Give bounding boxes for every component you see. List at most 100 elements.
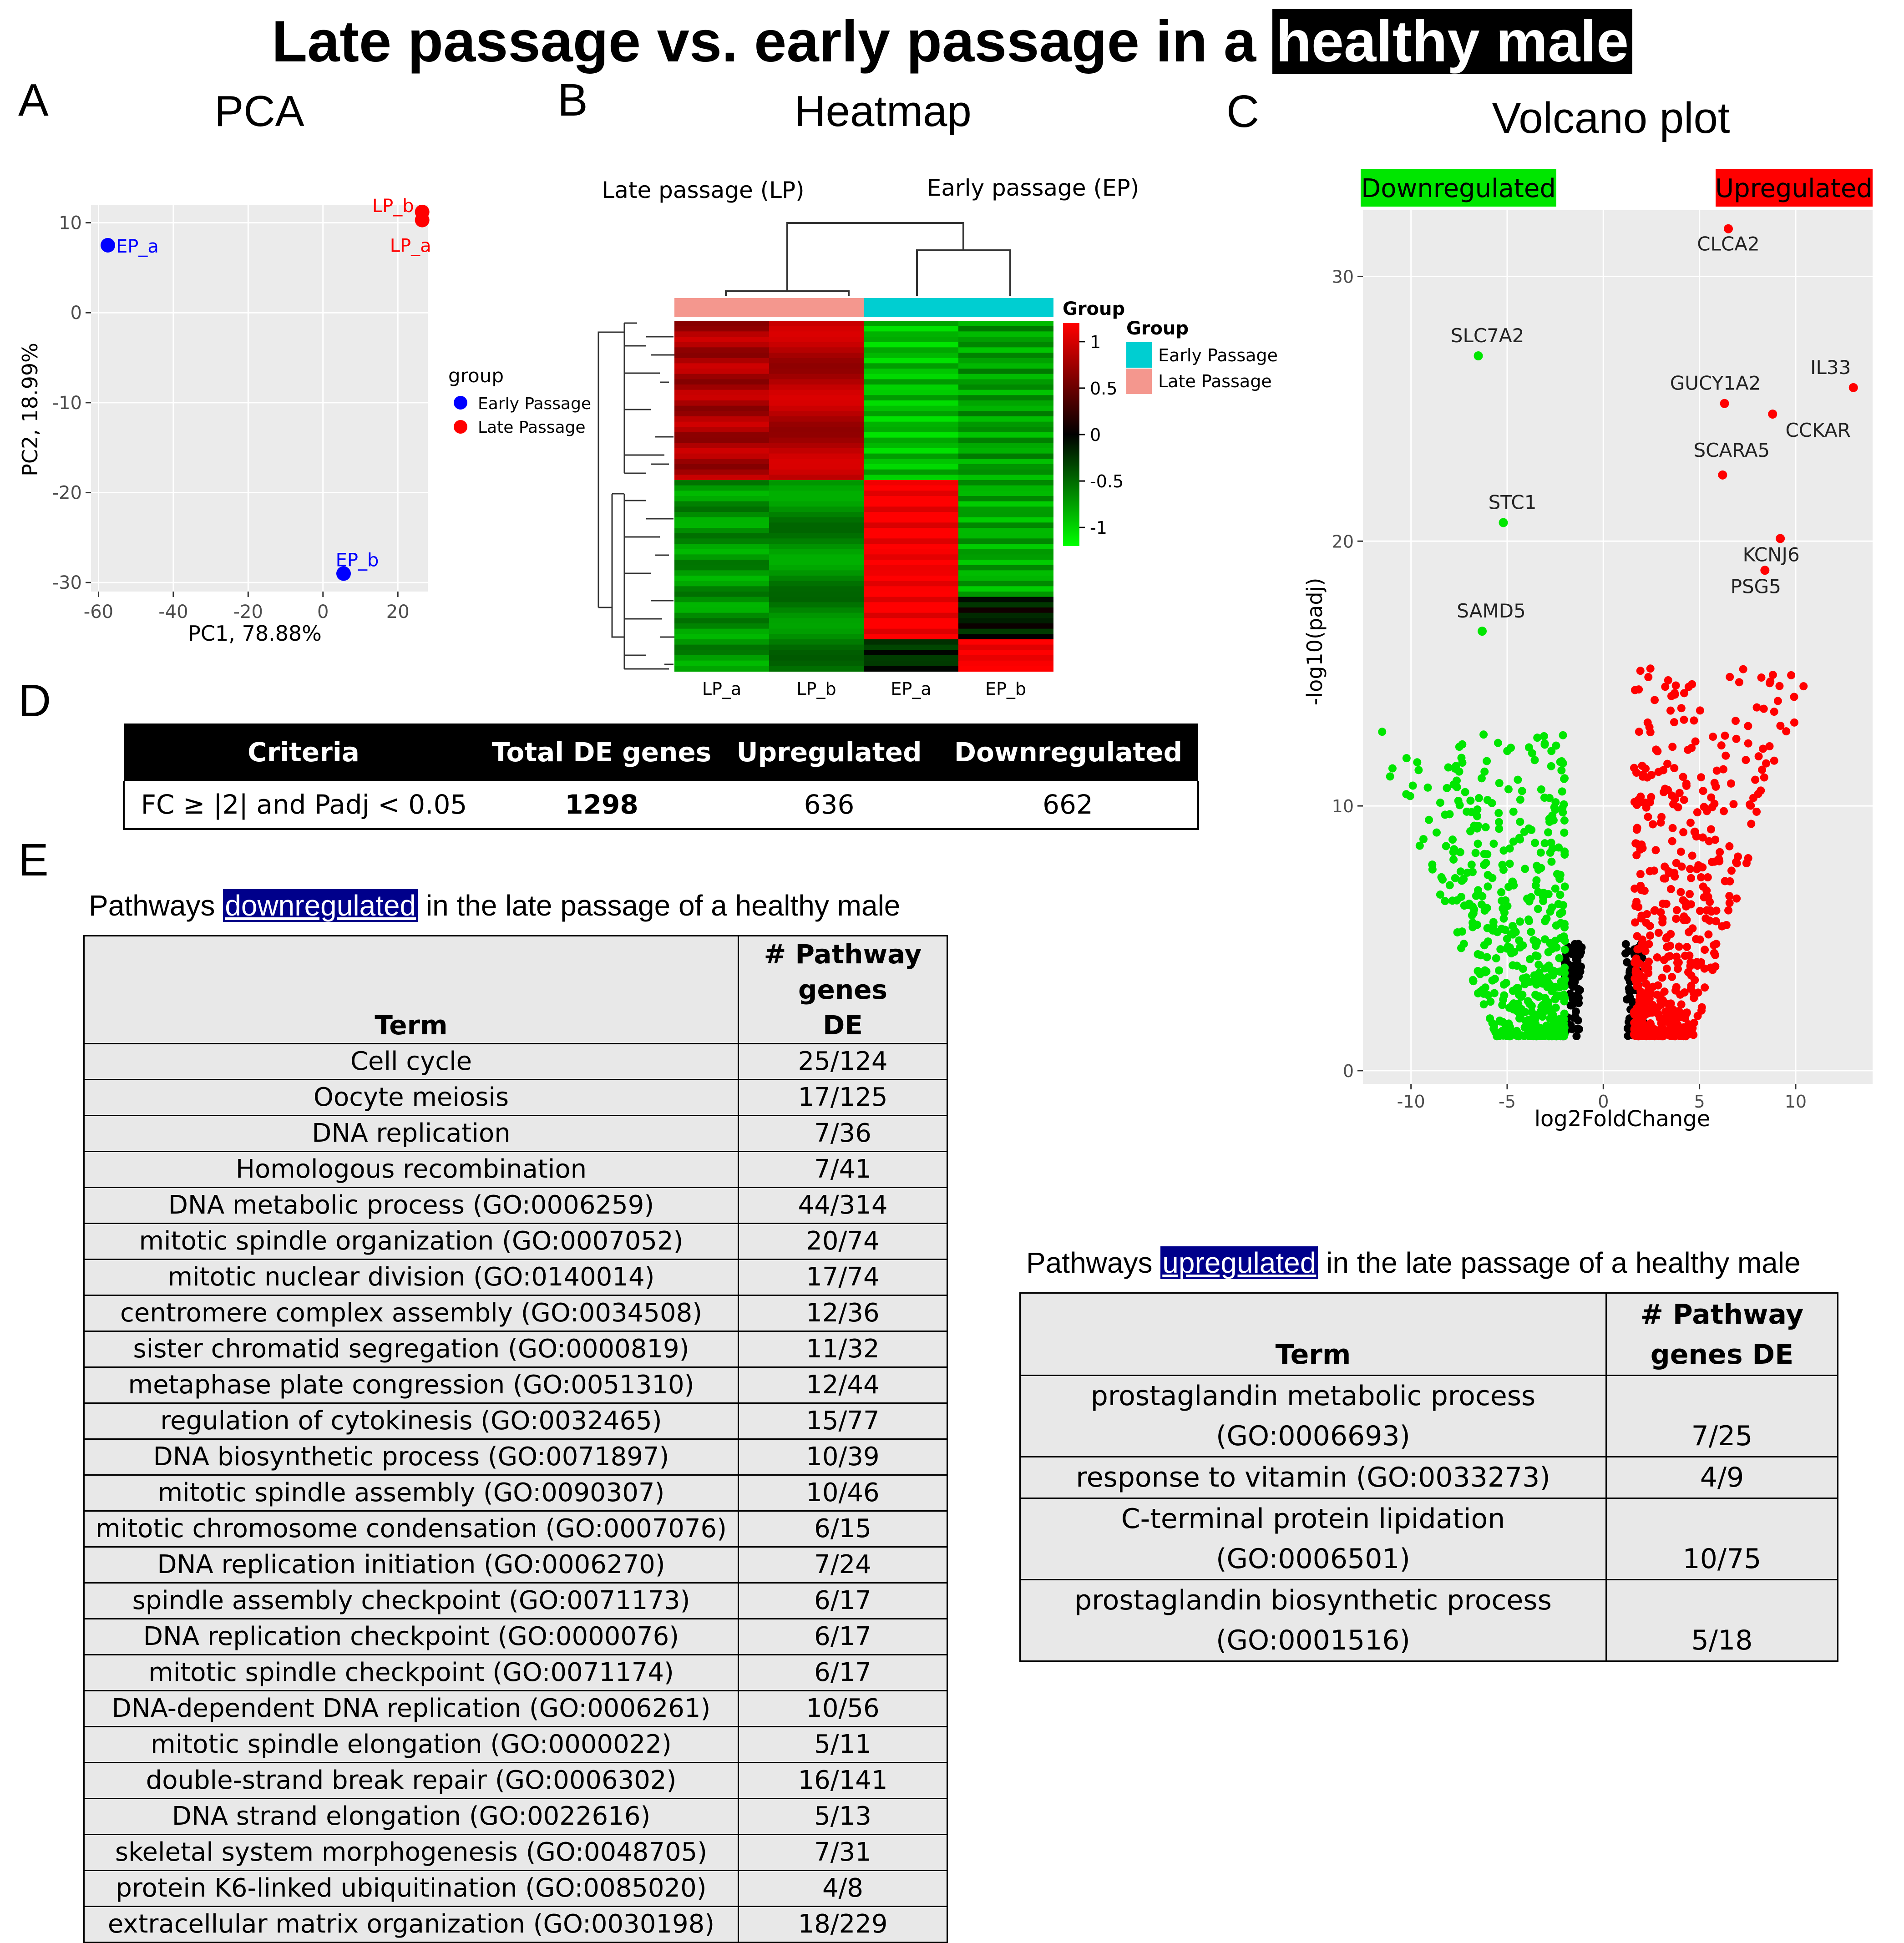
volcano-x-tick-label: -5 xyxy=(1499,1092,1516,1112)
heatmap-cell xyxy=(864,416,959,422)
volcano-point-up xyxy=(1685,951,1694,960)
down-pathway-row: DNA strand elongation (GO:0022616) 5/13 xyxy=(83,1798,948,1835)
volcano-point-down xyxy=(1524,997,1532,1006)
volcano-point-up xyxy=(1708,966,1717,974)
down-pathway-count: 4/8 xyxy=(738,1870,948,1907)
heatmap-cell xyxy=(958,326,1053,332)
volcano-point-up xyxy=(1773,697,1782,705)
volcano-point-down xyxy=(1540,935,1549,944)
volcano-gene-label: CCKAR xyxy=(1786,419,1851,441)
heatmap-cell xyxy=(958,400,1053,406)
heatmap-cell xyxy=(674,602,770,608)
heatmap-cell xyxy=(769,650,864,656)
heatmap-cell xyxy=(674,326,770,332)
heatmap-cell xyxy=(864,342,959,348)
heatmap-cell xyxy=(769,644,864,651)
pca-point-label: LP_b xyxy=(372,196,414,217)
volcano-point-down xyxy=(1498,1001,1507,1009)
volcano-gene-point-slc7a2 xyxy=(1474,351,1483,360)
volcano-point-up xyxy=(1632,825,1641,834)
heatmap-cell xyxy=(769,385,864,390)
volcano-point-down xyxy=(1544,828,1553,837)
pca-legend-early-marker xyxy=(454,396,467,410)
volcano-point-up xyxy=(1672,915,1681,923)
down-pathway-term: mitotic spindle assembly (GO:0090307) xyxy=(83,1474,739,1512)
volcano-gene-point-psg5 xyxy=(1760,566,1770,575)
volcano-point-up xyxy=(1699,882,1707,891)
volcano-point-up xyxy=(1661,683,1670,691)
heatmap-cell xyxy=(769,416,864,422)
heatmap-cell xyxy=(958,533,1053,539)
panel-letter-d: D xyxy=(18,675,51,726)
volcano-point-down xyxy=(1480,906,1489,915)
volcano-point-up xyxy=(1650,906,1659,915)
heatmap-cell xyxy=(769,469,864,476)
heatmap-cell xyxy=(674,639,770,645)
volcano-gene-point-gucy1a2 xyxy=(1720,399,1729,408)
volcano-point-up xyxy=(1636,870,1645,878)
down-pathway-row: Cell cycle 25/124 xyxy=(83,1043,948,1080)
volcano-point-down xyxy=(1474,840,1482,848)
volcano-point-down xyxy=(1465,900,1474,908)
heatmap-column-label: EP_b xyxy=(985,679,1026,699)
pca-point-ep-a xyxy=(101,238,115,253)
volcano-point-down xyxy=(1451,764,1459,773)
volcano-point-down xyxy=(1524,824,1533,833)
volcano-point-up xyxy=(1659,1018,1667,1027)
down-pathway-count: 25/124 xyxy=(738,1043,948,1080)
volcano-point-up xyxy=(1712,917,1720,926)
heatmap-cell xyxy=(864,544,959,550)
volcano-point-down xyxy=(1495,966,1504,975)
heatmap-cell xyxy=(769,491,864,496)
volcano-point-ns xyxy=(1570,940,1579,948)
volcano-downregulated-label: Downregulated xyxy=(1361,174,1556,203)
volcano-point-up xyxy=(1706,898,1714,906)
volcano-point-down xyxy=(1466,796,1475,805)
de-up-cell: 636 xyxy=(720,781,938,830)
up-pathway-term-line1: prostaglandin metabolic process xyxy=(1090,1380,1536,1412)
volcano-point-down xyxy=(1560,936,1569,945)
volcano-point-down xyxy=(1461,788,1469,796)
pca-x-tick-label: -20 xyxy=(233,602,263,622)
volcano-point-down xyxy=(1479,730,1488,739)
heatmap-cell xyxy=(674,554,770,560)
heatmap-cell xyxy=(864,607,959,613)
volcano-point-down xyxy=(1456,867,1465,876)
heatmap-cell xyxy=(674,453,770,460)
heatmap-cell xyxy=(958,421,1053,428)
volcano-point-down xyxy=(1495,779,1504,788)
volcano-point-up xyxy=(1651,696,1659,704)
heatmap-cell xyxy=(769,448,864,454)
volcano-point-down xyxy=(1500,908,1509,917)
heatmap-cell xyxy=(769,496,864,502)
volcano-point-up xyxy=(1660,987,1669,996)
volcano-point-up xyxy=(1752,703,1761,712)
volcano-point-down xyxy=(1551,1003,1560,1012)
heatmap-cell xyxy=(864,560,959,566)
volcano-point-down xyxy=(1454,796,1463,805)
volcano-point-down xyxy=(1560,991,1568,999)
pca-point-label: EP_a xyxy=(116,236,159,257)
up-header-count-line2: genes DE xyxy=(1650,1339,1794,1371)
heatmap-cell xyxy=(769,512,864,518)
volcano-point-down xyxy=(1444,763,1453,772)
volcano-point-down xyxy=(1551,884,1560,893)
volcano-point-ns xyxy=(1624,947,1632,956)
volcano-point-down xyxy=(1478,892,1487,901)
heatmap-cell xyxy=(958,549,1053,555)
heatmap-cell xyxy=(864,369,959,374)
volcano-point-ns xyxy=(1571,1013,1580,1022)
volcano-point-up xyxy=(1645,940,1653,948)
volcano-point-down xyxy=(1463,807,1471,816)
heatmap-cell xyxy=(864,528,959,534)
volcano-point-up xyxy=(1727,866,1736,875)
heatmap-cell xyxy=(958,544,1053,550)
volcano-point-up xyxy=(1699,787,1707,795)
volcano-point-down xyxy=(1480,767,1489,776)
down-header-count-line1: # Pathway genes xyxy=(764,939,922,1005)
up-pathway-term-line1: response to vitamin (GO:0033273) xyxy=(1076,1462,1550,1493)
volcano-point-up xyxy=(1680,1023,1688,1032)
heatmap-cell xyxy=(769,528,864,534)
volcano-point-down xyxy=(1423,783,1432,792)
pca-points: EP_a EP_b LP_a LP_b xyxy=(101,196,431,581)
